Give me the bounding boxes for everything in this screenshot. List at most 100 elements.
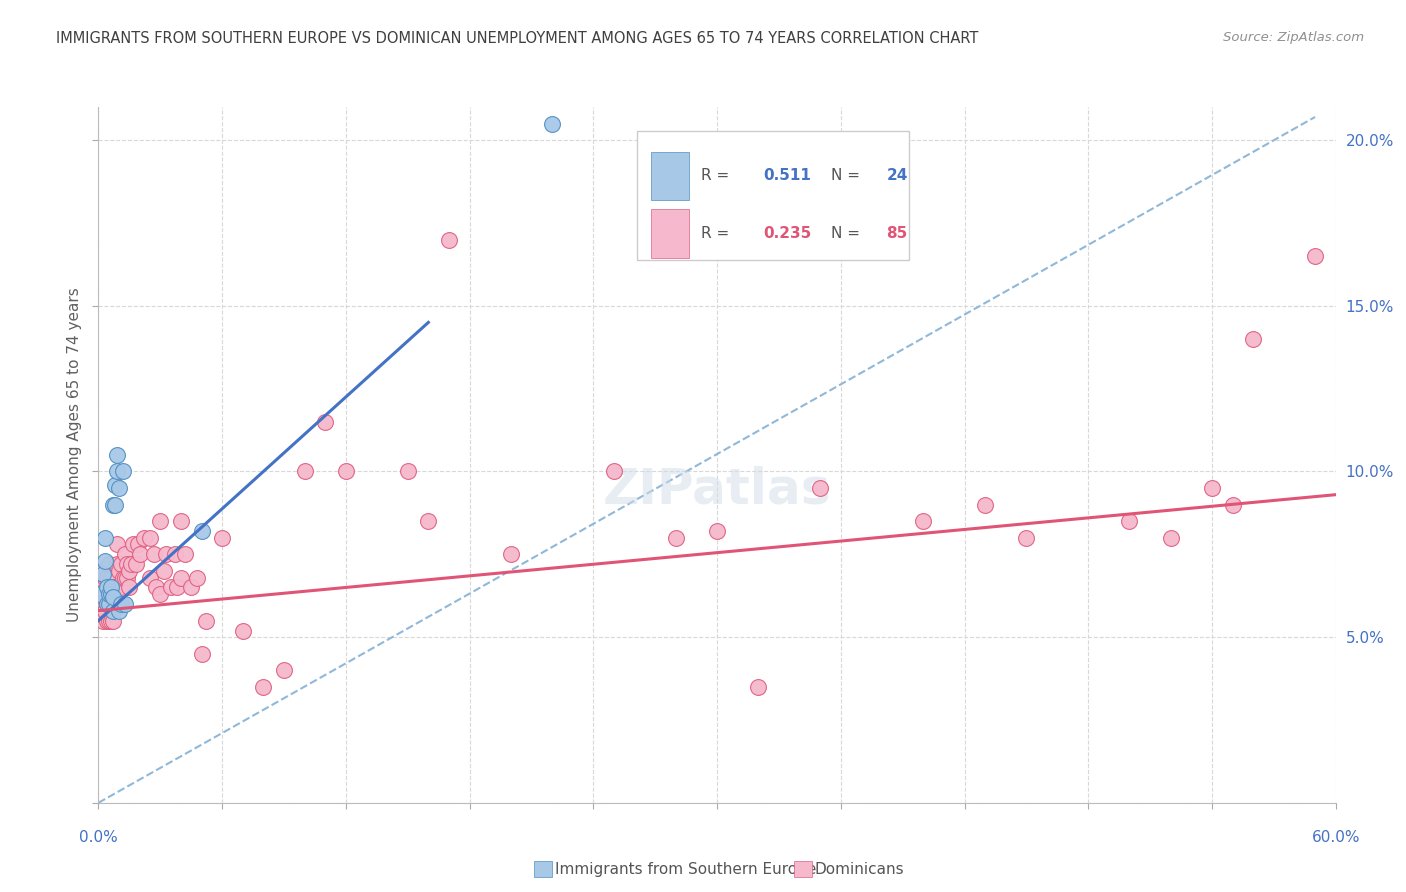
Point <box>118 564 141 578</box>
Point <box>108 604 131 618</box>
Point <box>437 233 460 247</box>
Text: 0.235: 0.235 <box>763 227 811 242</box>
Point <box>1222 498 1244 512</box>
Point <box>1241 332 1264 346</box>
Point <box>314 415 336 429</box>
Point <box>112 465 135 479</box>
FancyBboxPatch shape <box>637 131 908 260</box>
Point <box>1303 249 1326 263</box>
Text: Immigrants from Southern Europe: Immigrants from Southern Europe <box>554 863 815 877</box>
Point <box>101 597 124 611</box>
Point <box>153 564 176 578</box>
Point <box>93 570 115 584</box>
Point <box>93 554 115 568</box>
Point <box>100 614 122 628</box>
Point <box>101 614 124 628</box>
Point <box>100 570 122 584</box>
Point <box>180 581 202 595</box>
Point <box>252 680 274 694</box>
Point <box>104 581 127 595</box>
Point <box>1118 514 1140 528</box>
FancyBboxPatch shape <box>651 210 689 258</box>
Text: ZIPatlas: ZIPatlas <box>603 466 831 514</box>
Point <box>747 680 769 694</box>
Point <box>101 591 124 605</box>
Point <box>104 498 127 512</box>
Point <box>91 564 114 578</box>
Point <box>104 477 127 491</box>
Text: 0.0%: 0.0% <box>79 830 118 845</box>
Point <box>91 567 114 582</box>
Point <box>100 597 122 611</box>
Point <box>541 117 564 131</box>
Point <box>335 465 357 479</box>
Point <box>706 524 728 538</box>
Point <box>89 570 111 584</box>
Point <box>159 581 181 595</box>
Point <box>294 465 316 479</box>
Point <box>101 498 124 512</box>
Point <box>190 524 212 538</box>
Text: R =: R = <box>702 227 734 242</box>
Point <box>211 531 233 545</box>
Text: IMMIGRANTS FROM SOUTHERN EUROPE VS DOMINICAN UNEMPLOYMENT AMONG AGES 65 TO 74 YE: IMMIGRANTS FROM SOUTHERN EUROPE VS DOMIN… <box>56 31 979 46</box>
Point <box>97 597 120 611</box>
Point <box>232 624 254 638</box>
Point <box>108 581 131 595</box>
Point <box>117 558 139 572</box>
Point <box>974 498 997 512</box>
Point <box>112 570 135 584</box>
Point <box>93 604 115 618</box>
Text: 24: 24 <box>887 169 908 184</box>
Text: R =: R = <box>702 169 734 184</box>
Point <box>139 570 162 584</box>
Point <box>118 581 141 595</box>
Point <box>166 581 188 595</box>
Point <box>132 531 155 545</box>
Point <box>97 597 120 611</box>
Point <box>170 570 193 584</box>
Point <box>139 531 162 545</box>
Point <box>122 537 145 551</box>
Text: 0.511: 0.511 <box>763 169 811 184</box>
Point <box>155 547 177 561</box>
Point <box>1160 531 1182 545</box>
Point <box>120 558 142 572</box>
Point <box>163 547 186 561</box>
Point <box>97 614 120 628</box>
Point <box>96 570 118 584</box>
Point <box>108 564 131 578</box>
Point <box>170 514 193 528</box>
Text: Source: ZipAtlas.com: Source: ZipAtlas.com <box>1223 31 1364 45</box>
Point <box>912 514 935 528</box>
Point <box>110 558 132 572</box>
Point <box>149 587 172 601</box>
Point <box>91 614 114 628</box>
Point <box>97 558 120 572</box>
Point <box>808 481 831 495</box>
Point <box>96 597 118 611</box>
Point <box>174 547 197 561</box>
Point <box>145 581 167 595</box>
Point <box>105 465 128 479</box>
Point <box>100 581 122 595</box>
Point <box>114 570 136 584</box>
Point <box>603 465 626 479</box>
Point <box>128 547 150 561</box>
Point <box>143 547 166 561</box>
Point <box>114 597 136 611</box>
Text: N =: N = <box>831 227 865 242</box>
Text: Dominicans: Dominicans <box>814 863 904 877</box>
Point <box>110 597 132 611</box>
FancyBboxPatch shape <box>651 152 689 201</box>
Point <box>93 531 115 545</box>
Point <box>1015 531 1038 545</box>
Point <box>149 514 172 528</box>
Point <box>190 647 212 661</box>
Point <box>96 597 118 611</box>
Point <box>105 448 128 462</box>
Point <box>499 547 522 561</box>
Point <box>100 587 122 601</box>
Point <box>96 614 118 628</box>
Point <box>97 587 120 601</box>
